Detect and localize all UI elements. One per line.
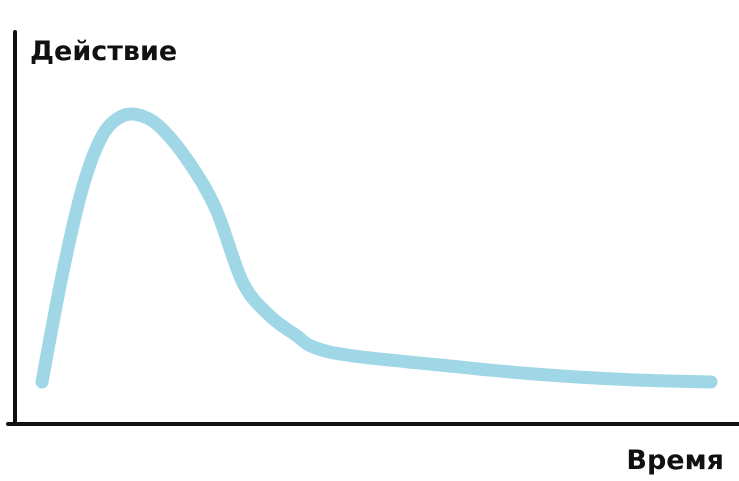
x-axis-label: Время [626,445,724,476]
series-line-0 [35,107,718,389]
y-axis-label: Действие [30,36,177,67]
series-layer [35,107,718,389]
chart-axes [6,30,739,426]
